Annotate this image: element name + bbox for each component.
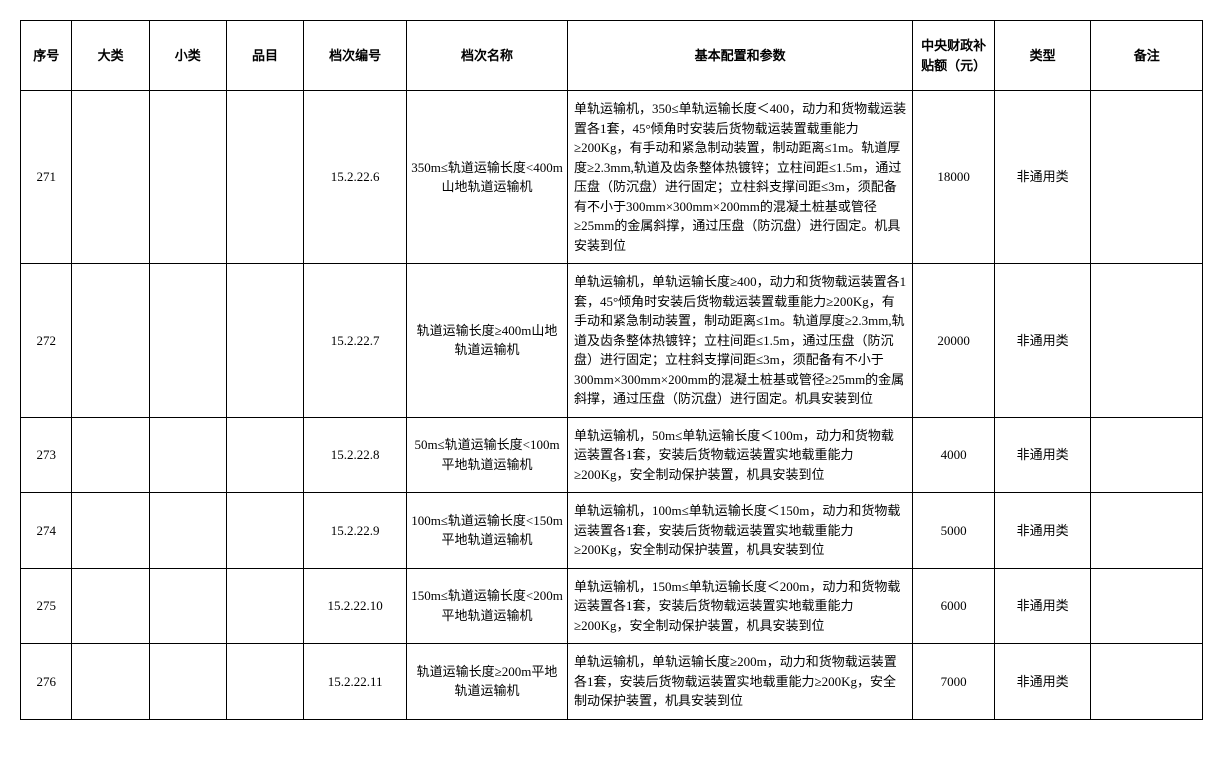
cell-remark	[1091, 417, 1203, 493]
cell-remark	[1091, 493, 1203, 569]
col-header-cat2: 小类	[149, 21, 226, 91]
cell-cat1	[72, 644, 149, 720]
cell-item	[226, 644, 303, 720]
cell-item	[226, 417, 303, 493]
cell-cat1	[72, 264, 149, 418]
col-header-amount: 中央财政补贴额（元）	[913, 21, 995, 91]
cell-desc: 单轨运输机，100m≤单轨运输长度＜150m，动力和货物载运装置各1套，安装后货…	[567, 493, 912, 569]
col-header-cat1: 大类	[72, 21, 149, 91]
cell-cat2	[149, 568, 226, 644]
cell-name: 50m≤轨道运输长度<100m平地轨道运输机	[407, 417, 568, 493]
cell-code: 15.2.22.7	[304, 264, 407, 418]
cell-seq: 273	[21, 417, 72, 493]
cell-cat1	[72, 568, 149, 644]
col-header-code: 档次编号	[304, 21, 407, 91]
cell-code: 15.2.22.6	[304, 91, 407, 264]
cell-amount: 5000	[913, 493, 995, 569]
cell-remark	[1091, 264, 1203, 418]
subsidy-table: 序号 大类 小类 品目 档次编号 档次名称 基本配置和参数 中央财政补贴额（元）…	[20, 20, 1203, 720]
cell-desc: 单轨运输机，50m≤单轨运输长度＜100m，动力和货物载运装置各1套，安装后货物…	[567, 417, 912, 493]
header-row: 序号 大类 小类 品目 档次编号 档次名称 基本配置和参数 中央财政补贴额（元）…	[21, 21, 1203, 91]
table-row: 275 15.2.22.10 150m≤轨道运输长度<200m平地轨道运输机 单…	[21, 568, 1203, 644]
cell-seq: 274	[21, 493, 72, 569]
col-header-item: 品目	[226, 21, 303, 91]
cell-seq: 271	[21, 91, 72, 264]
cell-name: 100m≤轨道运输长度<150m平地轨道运输机	[407, 493, 568, 569]
cell-amount: 4000	[913, 417, 995, 493]
cell-code: 15.2.22.10	[304, 568, 407, 644]
col-header-seq: 序号	[21, 21, 72, 91]
cell-item	[226, 493, 303, 569]
cell-cat1	[72, 493, 149, 569]
cell-desc: 单轨运输机，单轨运输长度≥200m，动力和货物载运装置各1套，安装后货物载运装置…	[567, 644, 912, 720]
col-header-desc: 基本配置和参数	[567, 21, 912, 91]
cell-seq: 276	[21, 644, 72, 720]
col-header-name: 档次名称	[407, 21, 568, 91]
cell-name: 350m≤轨道运输长度<400m山地轨道运输机	[407, 91, 568, 264]
cell-cat2	[149, 417, 226, 493]
cell-type: 非通用类	[994, 568, 1091, 644]
col-header-type: 类型	[994, 21, 1091, 91]
cell-amount: 18000	[913, 91, 995, 264]
cell-cat2	[149, 264, 226, 418]
cell-remark	[1091, 568, 1203, 644]
cell-code: 15.2.22.8	[304, 417, 407, 493]
cell-code: 15.2.22.9	[304, 493, 407, 569]
table-body: 271 15.2.22.6 350m≤轨道运输长度<400m山地轨道运输机 单轨…	[21, 91, 1203, 720]
cell-desc: 单轨运输机，350≤单轨运输长度＜400，动力和货物载运装置各1套，45°倾角时…	[567, 91, 912, 264]
cell-code: 15.2.22.11	[304, 644, 407, 720]
table-row: 274 15.2.22.9 100m≤轨道运输长度<150m平地轨道运输机 单轨…	[21, 493, 1203, 569]
cell-item	[226, 91, 303, 264]
table-row: 272 15.2.22.7 轨道运输长度≥400m山地轨道运输机 单轨运输机，单…	[21, 264, 1203, 418]
cell-type: 非通用类	[994, 644, 1091, 720]
cell-type: 非通用类	[994, 417, 1091, 493]
cell-remark	[1091, 91, 1203, 264]
cell-type: 非通用类	[994, 264, 1091, 418]
cell-cat2	[149, 91, 226, 264]
table-row: 273 15.2.22.8 50m≤轨道运输长度<100m平地轨道运输机 单轨运…	[21, 417, 1203, 493]
cell-name: 150m≤轨道运输长度<200m平地轨道运输机	[407, 568, 568, 644]
table-row: 271 15.2.22.6 350m≤轨道运输长度<400m山地轨道运输机 单轨…	[21, 91, 1203, 264]
table-row: 276 15.2.22.11 轨道运输长度≥200m平地轨道运输机 单轨运输机，…	[21, 644, 1203, 720]
cell-item	[226, 264, 303, 418]
cell-seq: 272	[21, 264, 72, 418]
cell-seq: 275	[21, 568, 72, 644]
table-header: 序号 大类 小类 品目 档次编号 档次名称 基本配置和参数 中央财政补贴额（元）…	[21, 21, 1203, 91]
cell-amount: 7000	[913, 644, 995, 720]
col-header-remark: 备注	[1091, 21, 1203, 91]
cell-type: 非通用类	[994, 91, 1091, 264]
cell-item	[226, 568, 303, 644]
cell-amount: 6000	[913, 568, 995, 644]
cell-name: 轨道运输长度≥400m山地轨道运输机	[407, 264, 568, 418]
cell-cat1	[72, 91, 149, 264]
cell-amount: 20000	[913, 264, 995, 418]
cell-remark	[1091, 644, 1203, 720]
cell-cat2	[149, 493, 226, 569]
cell-name: 轨道运输长度≥200m平地轨道运输机	[407, 644, 568, 720]
cell-type: 非通用类	[994, 493, 1091, 569]
cell-desc: 单轨运输机，150m≤单轨运输长度＜200m，动力和货物载运装置各1套，安装后货…	[567, 568, 912, 644]
cell-desc: 单轨运输机，单轨运输长度≥400，动力和货物载运装置各1套，45°倾角时安装后货…	[567, 264, 912, 418]
cell-cat1	[72, 417, 149, 493]
cell-cat2	[149, 644, 226, 720]
